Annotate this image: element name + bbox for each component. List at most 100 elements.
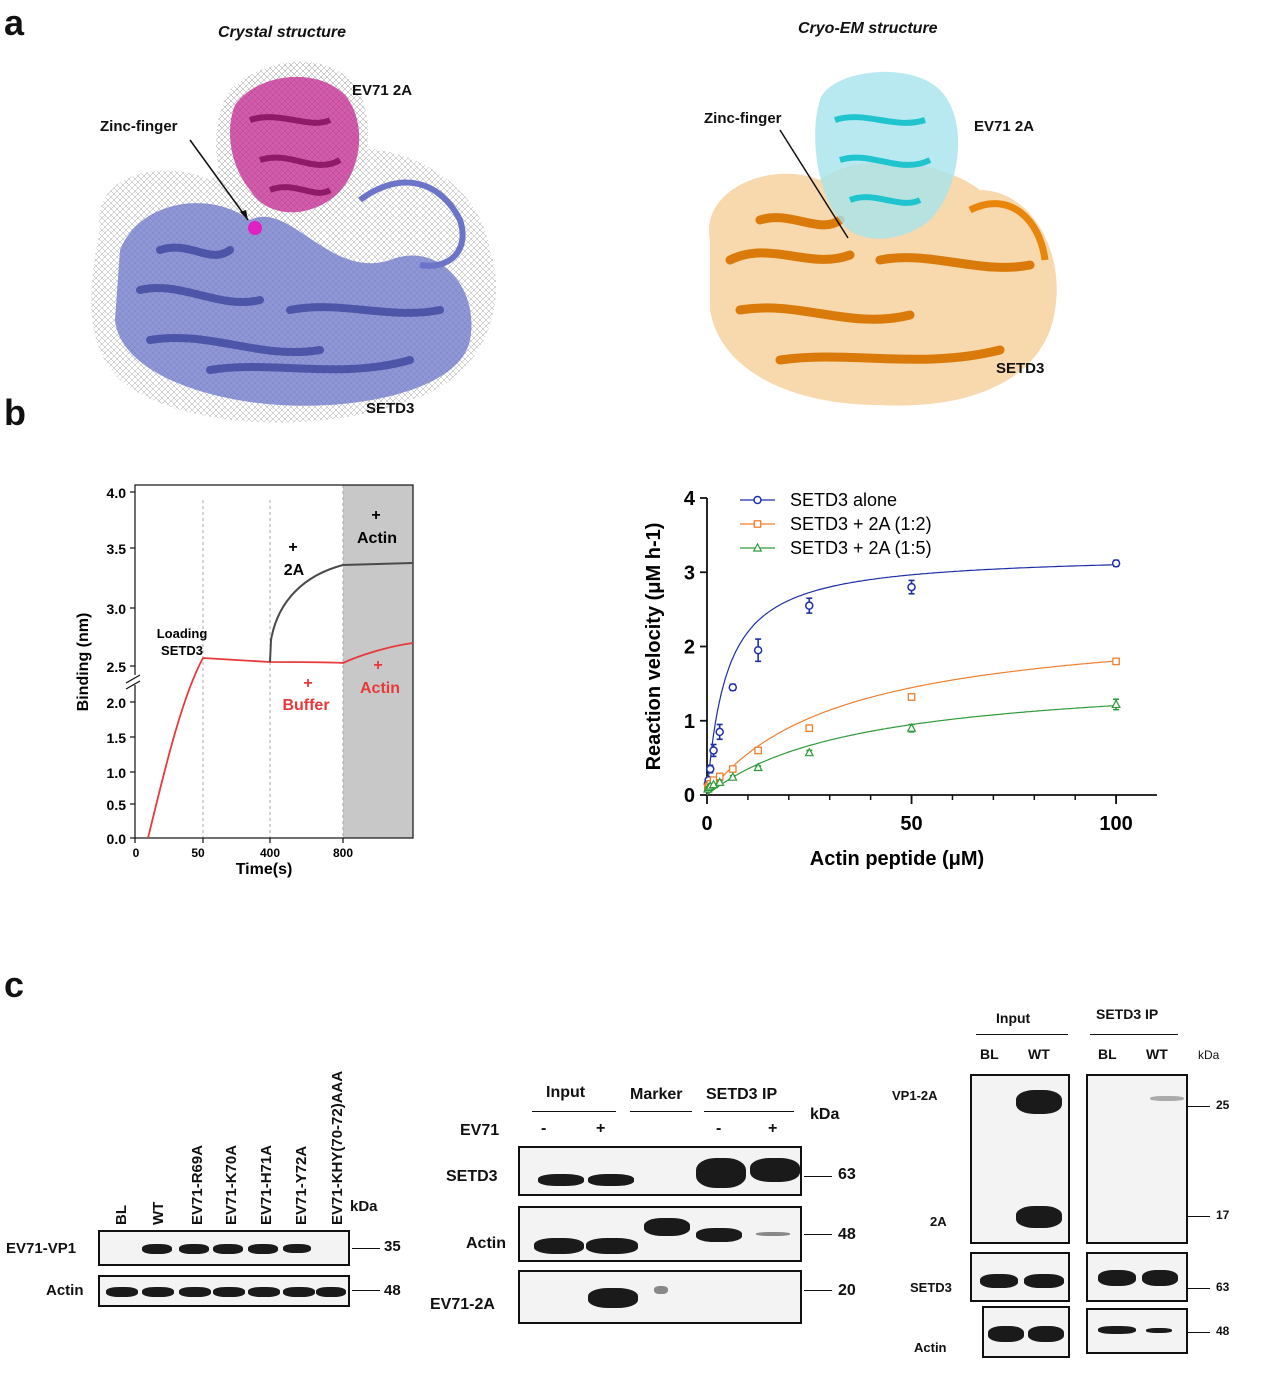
- blot1-actin-strip: [98, 1275, 350, 1307]
- cryoem-zinc-finger-label: Zinc-finger: [704, 110, 782, 127]
- blot2-row-label-setd3: SETD3: [446, 1168, 498, 1185]
- kin-fit-1: [706, 660, 1117, 796]
- kin-point-0-5: [728, 683, 738, 692]
- blot3-mw-63: 63: [1216, 1280, 1230, 1294]
- blot1-lane-label-2: EV71-R69A: [189, 1144, 206, 1225]
- blot3-input-top-strip: [970, 1074, 1070, 1244]
- blot1-lane-label-3: EV71-K70A: [223, 1144, 240, 1225]
- add-actin-red-label: Actin: [360, 680, 400, 697]
- kin-legend-marker-0: [753, 495, 762, 505]
- bli-ytick-40: 4.0: [107, 485, 127, 501]
- crystal-zinc-finger-label: Zinc-finger: [100, 118, 178, 135]
- kin-point-1-7: [805, 724, 814, 733]
- kin-fit-0: [706, 564, 1117, 796]
- kin-ytick-label-2: 2: [684, 637, 695, 659]
- kin-point-0-6: [753, 645, 763, 655]
- blot3-input-setd3-strip: [970, 1252, 1070, 1302]
- blot1-mw-35: 35: [384, 1238, 401, 1255]
- crystal-ev71-2a-label: EV71 2A: [352, 82, 413, 99]
- kin-legend-label-0: SETD3 alone: [790, 490, 897, 510]
- kin-fit-2: [706, 705, 1117, 796]
- bli-ytick-00: 0.0: [107, 831, 127, 847]
- kin-ytick-label-3: 3: [684, 562, 695, 584]
- blot2-sign-2: +: [596, 1120, 606, 1137]
- kin-point-1-9: [1112, 657, 1120, 666]
- bli-xtick-400: 400: [260, 846, 280, 860]
- buffer-actin-curve: [147, 642, 414, 839]
- blot2-ev71-label: EV71: [460, 1122, 500, 1139]
- blot3-lane-wt-1: WT: [1028, 1046, 1050, 1062]
- kin-point-1-8: [907, 693, 916, 701]
- bli-ytick-05: 0.5: [107, 797, 127, 813]
- kin-point-0-7: [805, 601, 814, 610]
- buffer-label: Buffer: [282, 697, 329, 714]
- kin-point-2-7: [804, 747, 815, 757]
- bli-xtick-50: 50: [191, 846, 205, 860]
- blot3-mw-48: 48: [1216, 1324, 1230, 1338]
- panel-letter-c: c: [4, 964, 25, 1005]
- plus-buffer: +: [303, 675, 312, 692]
- blot3-mw-25: 25: [1216, 1098, 1230, 1112]
- blot2-sign-4: +: [768, 1120, 778, 1137]
- kin-xtick-label-2: 100: [1099, 813, 1132, 835]
- crystal-structure-image: [91, 61, 497, 423]
- blot3-ip-actin-strip: [1086, 1308, 1188, 1354]
- cryoem-structure-image: [709, 71, 1057, 406]
- 2a-actin-curve: [269, 562, 414, 663]
- panel-letter-a: a: [4, 2, 25, 43]
- blot2-setd3-strip: [518, 1146, 802, 1196]
- bli-xtick-0: 0: [133, 846, 140, 860]
- bli-ytick-20: 2.0: [107, 695, 127, 711]
- kin-point-2-5: [727, 771, 738, 781]
- plus-actin-gray: +: [371, 507, 380, 524]
- blot3-row-label-actin: Actin: [914, 1340, 947, 1355]
- blot2-kda-label: kDa: [810, 1106, 840, 1123]
- bli-xlabel: Time(s): [236, 861, 293, 878]
- blot3-ip-top-strip: [1086, 1074, 1188, 1244]
- kin-legend-marker-2: [752, 542, 763, 552]
- kinetics-chart: 0 1 2 3 4 0 50 100 Actin peptide (μM) Reaction ve…: [643, 488, 1157, 870]
- blot2-mw-48: 48: [838, 1226, 856, 1243]
- blot1-lane-label-4: EV71-H71A: [258, 1144, 275, 1225]
- kin-point-2-9: [1111, 699, 1121, 709]
- kin-point-2-6: [753, 762, 763, 772]
- bli-ylabel: Binding (nm): [75, 613, 92, 712]
- blot3-group-setd3-ip: SETD3 IP: [1096, 1006, 1159, 1022]
- bli-ytick-35: 3.5: [107, 541, 127, 557]
- blot2-mw-63: 63: [838, 1166, 856, 1183]
- kin-ytick-label-0: 0: [684, 785, 695, 807]
- cryoem-ev71-2a-label: EV71 2A: [974, 118, 1035, 135]
- kin-point-2-8: [906, 722, 917, 732]
- blot2-mw-20: 20: [838, 1282, 856, 1299]
- blot1-lane-label-0: BL: [113, 1205, 130, 1225]
- blot1-lane-label-5: EV71-Y72A: [293, 1145, 310, 1225]
- blot1-row-label-vp1: EV71-VP1: [6, 1240, 77, 1257]
- blot3-kda-label: kDa: [1198, 1048, 1220, 1062]
- kin-point-0-8: [907, 582, 916, 592]
- crystal-structure-title: Crystal structure: [218, 24, 347, 41]
- blot1-vp1-strip: [98, 1230, 350, 1266]
- blot3-lane-wt-2: WT: [1146, 1046, 1168, 1062]
- blot3-label-2a: 2A: [930, 1214, 947, 1229]
- kin-xtick-label-1: 50: [900, 813, 922, 835]
- panel-letter-b: b: [4, 392, 26, 433]
- blot2-group-marker: Marker: [630, 1086, 683, 1103]
- blot1-lane-label-1: WT: [150, 1201, 167, 1225]
- add-2a-label: 2A: [284, 562, 305, 579]
- blot3-group-input: Input: [996, 1010, 1031, 1026]
- kin-xtick-label-0: 0: [701, 813, 712, 835]
- blot1-row-label-actin: Actin: [46, 1282, 84, 1299]
- blot3-input-actin-strip: [982, 1306, 1070, 1358]
- kin-point-2-4: [714, 777, 725, 786]
- blot3-row-label-setd3: SETD3: [910, 1280, 952, 1295]
- cryoem-setd3-label: SETD3: [996, 360, 1045, 377]
- blot1-lane-label-6: EV71-KHY(70-72)AAA: [329, 1070, 346, 1225]
- kin-ylabel: Reaction velocity (μM h-1): [643, 523, 665, 771]
- blot2-actin-strip: [518, 1206, 802, 1262]
- loading-label-1: Loading: [157, 626, 208, 641]
- blot3-mw-17: 17: [1216, 1208, 1230, 1222]
- kin-point-0-4: [715, 727, 724, 737]
- blot1-kda-label: kDa: [350, 1198, 378, 1215]
- kin-ytick-label-4: 4: [684, 488, 696, 510]
- bli-binding-chart: 4.0 3.5 3.0 2.5 2.0 1.5 1.0 0.5 0.0 0 50…: [75, 484, 414, 878]
